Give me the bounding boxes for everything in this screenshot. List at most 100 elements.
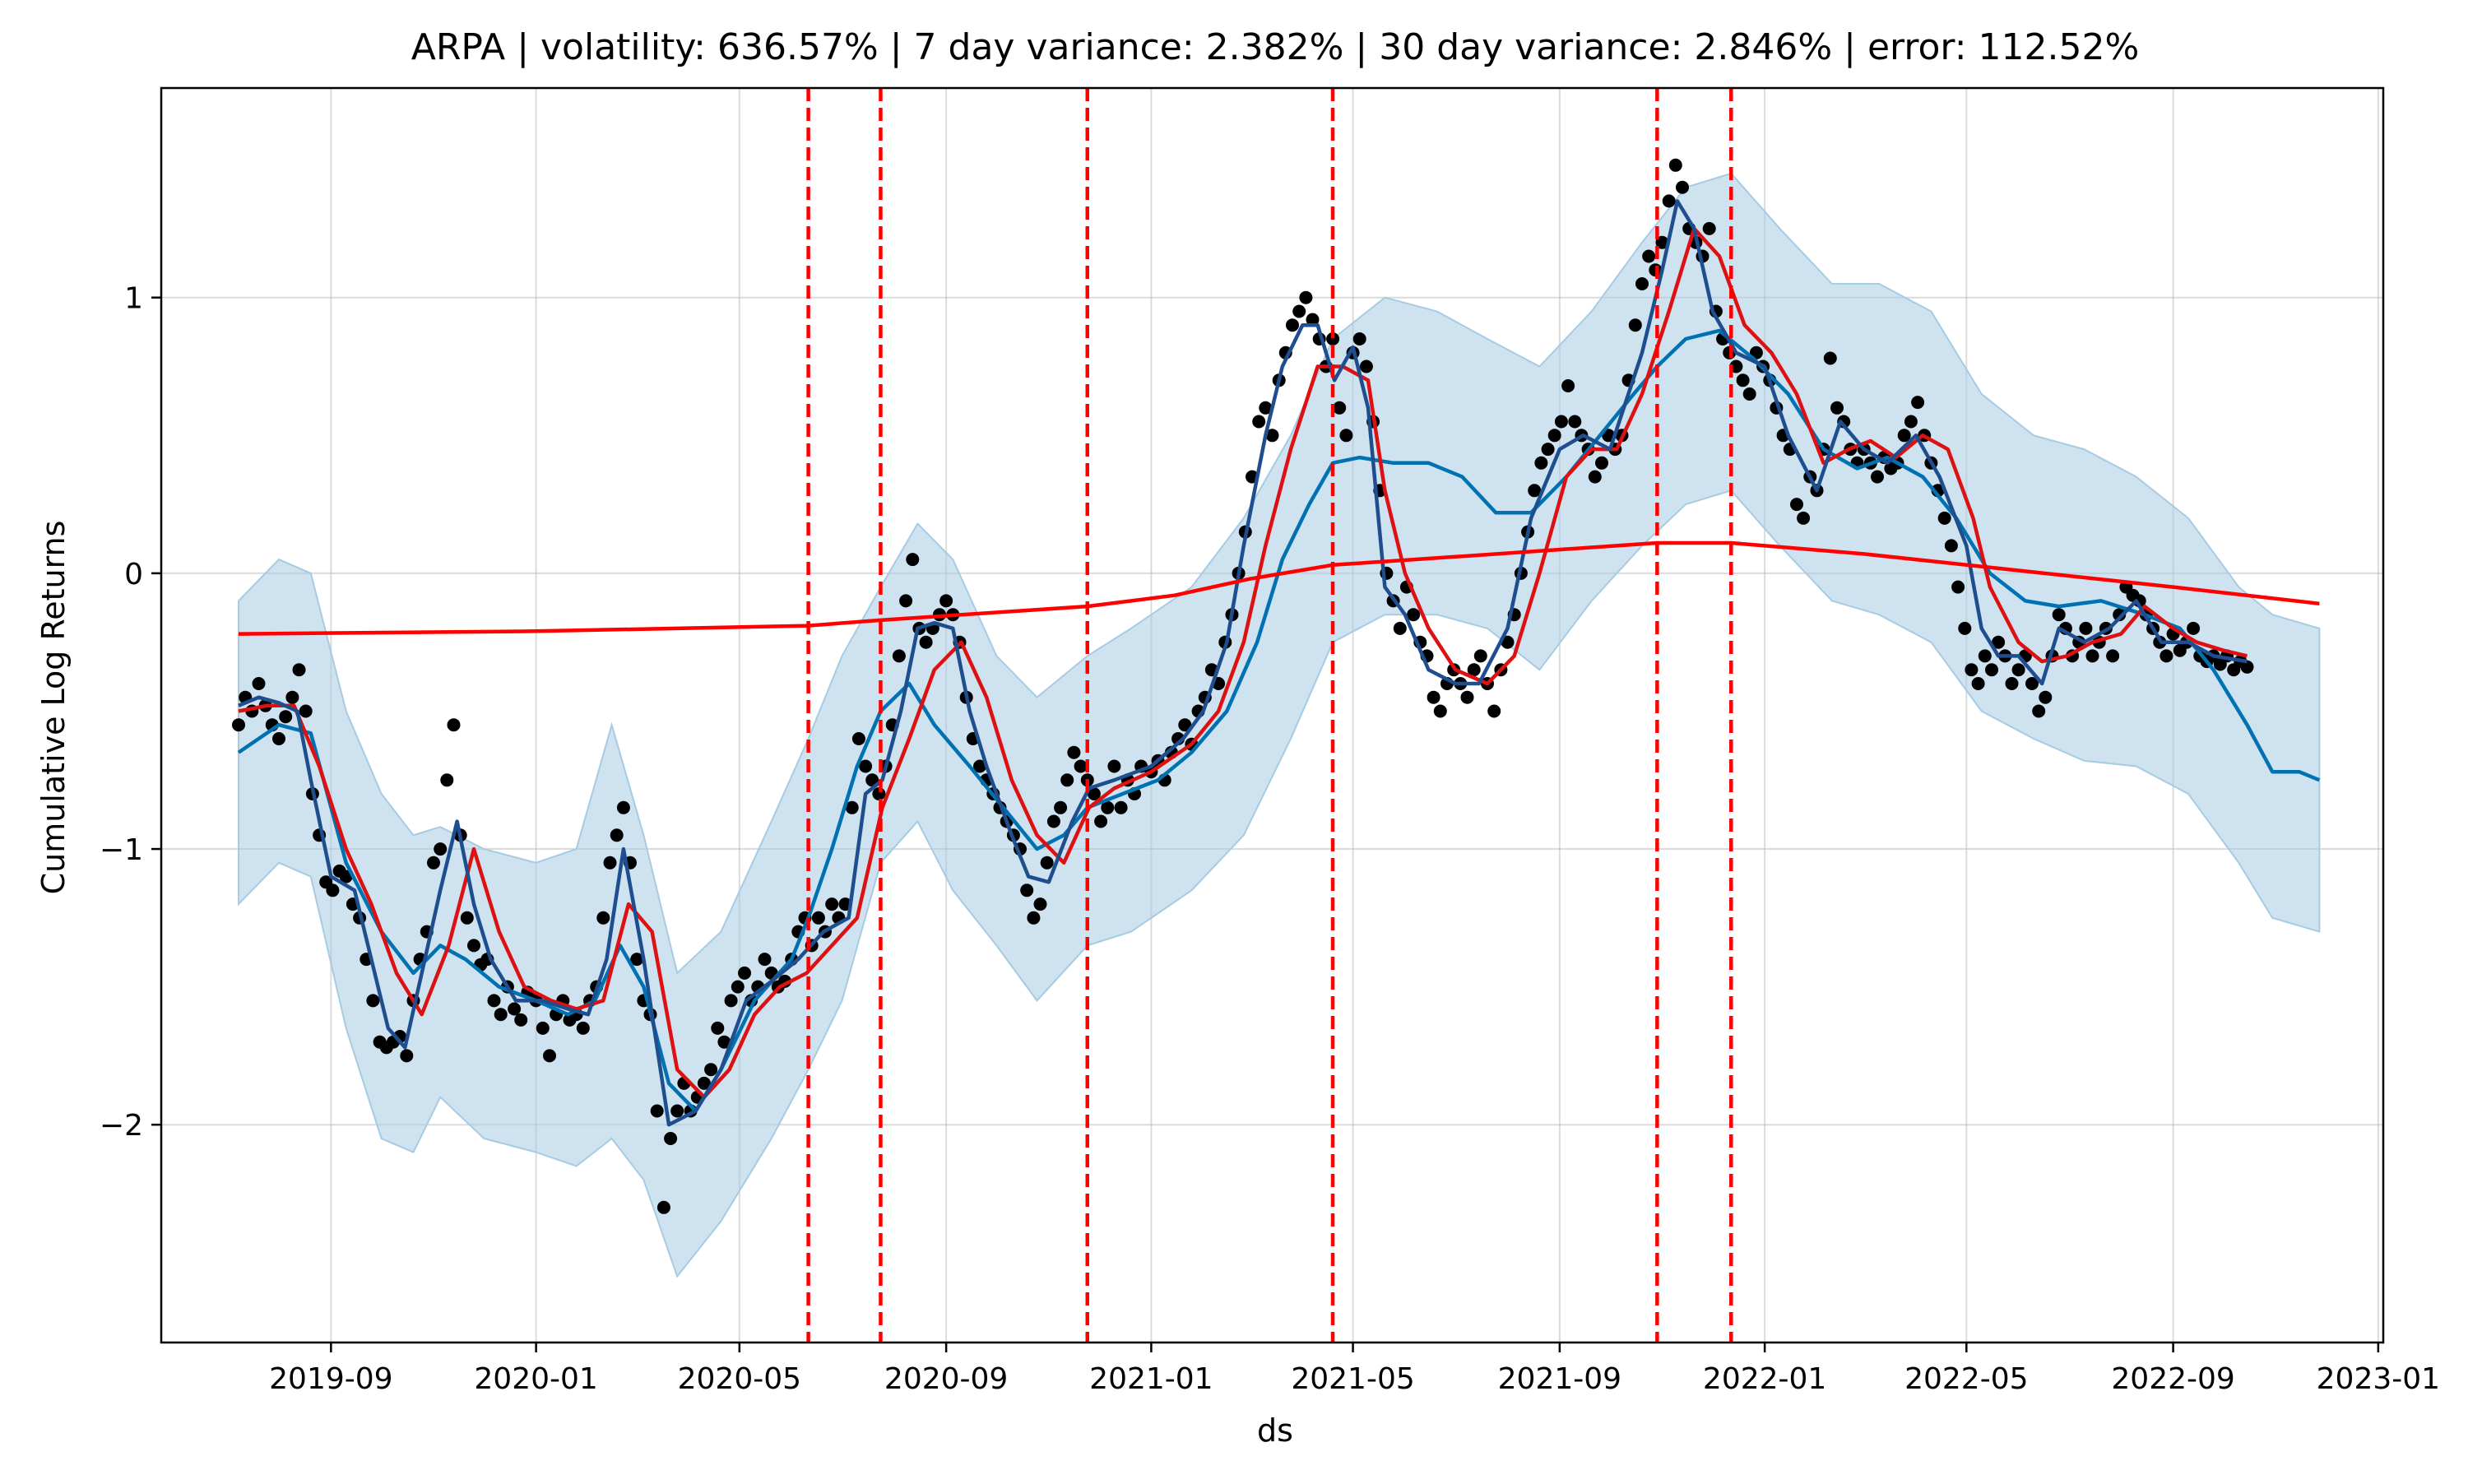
observation-point [1352,332,1366,345]
observation-point [603,856,617,870]
observation-point [939,594,953,608]
observation-point [973,759,986,773]
observation-point [1871,470,1884,484]
observation-point [2079,621,2093,635]
observation-point [1978,649,1992,663]
observation-point [440,773,454,787]
observation-point [1433,704,1447,718]
observation-point [1554,415,1568,429]
observation-point [1642,249,1656,263]
observation-point [2085,649,2099,663]
observation-point [1897,429,1911,443]
observation-point [400,1049,414,1063]
observation-point [1628,318,1642,332]
observation-point [508,1002,522,1016]
observation-point [1534,456,1548,470]
observation-point [1407,608,1421,622]
observation-point [1595,456,1608,470]
y-tick-label: 0 [124,558,143,591]
observation-point [899,594,913,608]
observation-point [1965,663,1979,677]
x-tick-label: 2022-01 [1703,1362,1826,1396]
observation-point [711,1021,725,1035]
observation-point [811,911,825,925]
observation-point [2113,608,2127,622]
observation-point [536,1021,550,1035]
observation-point [1588,470,1602,484]
observation-point [1971,677,1985,690]
observation-point [1107,759,1121,773]
observation-point [1292,304,1306,318]
observation-point [610,828,624,842]
series-line-red-smoothed [238,226,2248,1099]
observation-point [292,663,306,677]
observation-point [892,649,906,663]
observation-point [664,1132,678,1145]
observation-point [1046,814,1060,828]
y-tick-label: −1 [100,833,143,867]
observation-point [467,939,480,953]
x-tick-label: 2019-09 [269,1362,392,1396]
observation-point [232,718,245,732]
observation-point [1252,415,1266,429]
y-tick-label: 1 [124,282,143,316]
plot-area [232,88,2321,1343]
observation-point [2032,704,2046,718]
observation-point [596,911,610,925]
x-tick-label: 2021-01 [1089,1362,1213,1396]
observation-point [1541,443,1555,457]
observation-point [576,1021,590,1035]
observation-point [460,911,474,925]
observation-point [1339,429,1353,443]
observation-point [1790,498,1803,512]
observation-point [1326,332,1340,345]
observation-point [1020,883,1034,897]
observation-point [1702,221,1716,235]
observation-point [1178,718,1192,732]
observation-point [1074,759,1088,773]
observation-point [1830,401,1844,415]
observation-point [1067,745,1081,759]
observation-point [1487,704,1501,718]
observation-point [656,1200,670,1214]
observation-point [1561,379,1575,392]
observation-point [697,1076,711,1090]
observation-point [2240,660,2254,674]
observation-point [1635,277,1649,290]
observation-point [845,800,859,814]
observation-point [1054,800,1068,814]
observation-point [339,870,353,883]
observation-point [2039,690,2053,704]
observation-point [851,732,865,745]
x-tick-label: 2023-01 [2317,1362,2440,1396]
observation-point [1944,539,1958,553]
changepoints [806,88,1733,1343]
observation-point [427,856,440,870]
observation-point [724,994,738,1008]
observation-point [1797,511,1811,525]
observation-point [487,994,501,1008]
observation-point [514,1013,528,1027]
x-tick-label: 2020-09 [884,1362,1008,1396]
observation-point [1662,194,1676,208]
observation-point [1742,387,1756,401]
observation-point [1937,511,1951,525]
observation-point [738,966,751,980]
observation-point [1027,911,1041,925]
observation-point [543,1049,556,1063]
observation-point [1904,415,1918,429]
plot-frame [160,86,2385,1344]
observation-point [906,553,920,567]
observation-point [717,1035,731,1049]
observation-point [2187,621,2201,635]
observation-point [2005,677,2019,690]
observation-point [285,690,299,704]
observation-point [1676,180,1689,194]
x-ticks: 2019-09 2020-01 2020-05 2020-09 2021-01 2021-… [269,1343,2440,1396]
observation-point [1033,897,1047,911]
observation-point [1299,290,1313,304]
x-tick-label: 2021-05 [1291,1362,1414,1396]
y-ticks: 1 0 −1 −2 [100,282,161,1143]
observation-point [2052,608,2066,622]
